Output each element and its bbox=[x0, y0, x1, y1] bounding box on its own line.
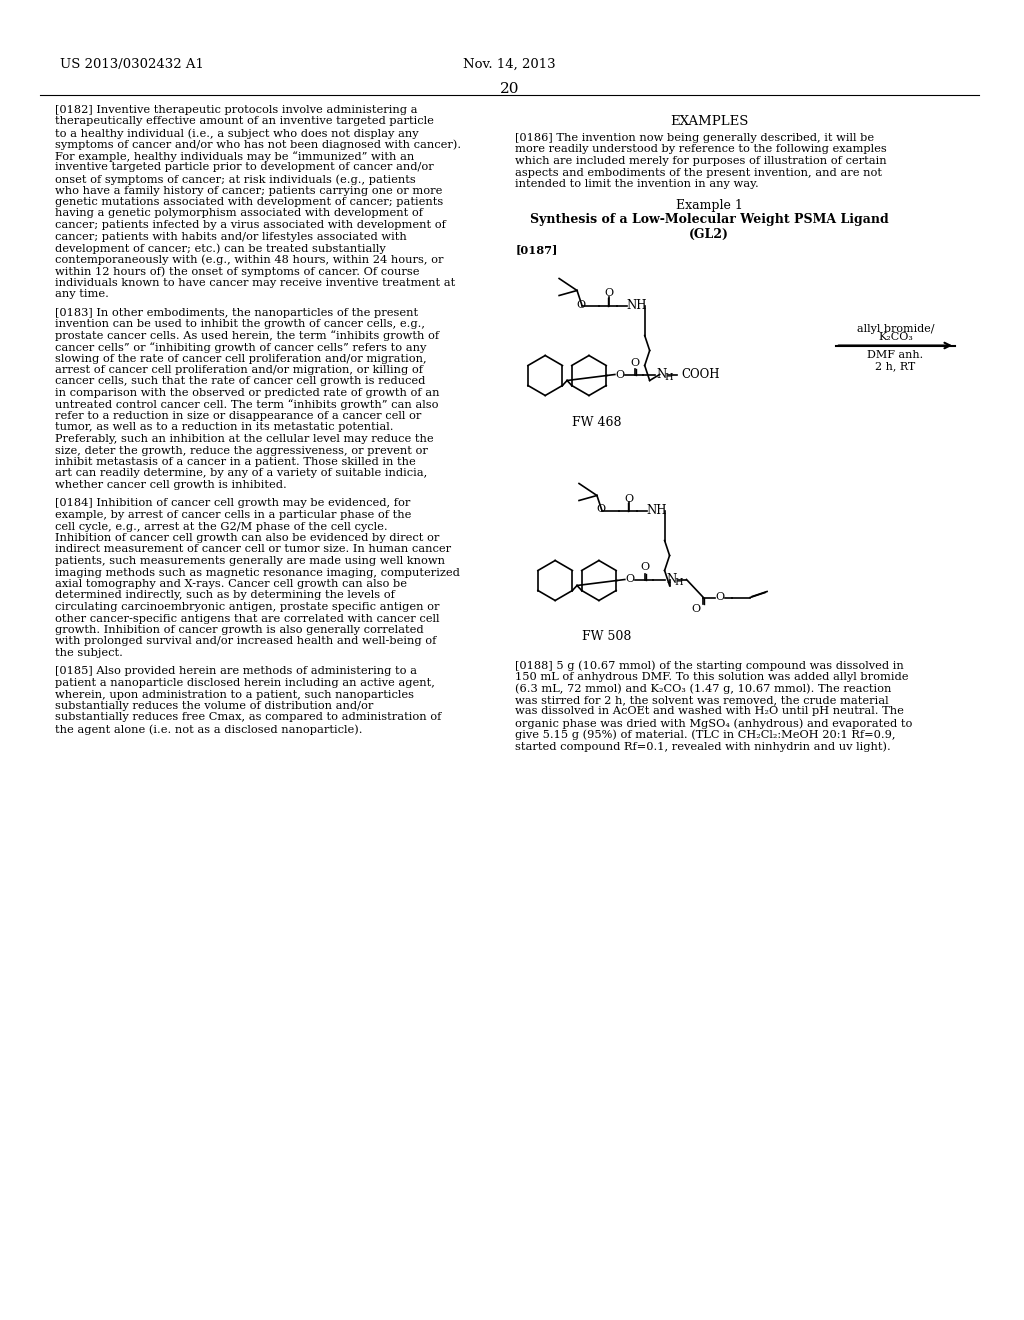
Text: cancer; patients infected by a virus associated with development of: cancer; patients infected by a virus ass… bbox=[54, 220, 445, 230]
Text: onset of symptoms of cancer; at risk individuals (e.g., patients: onset of symptoms of cancer; at risk ind… bbox=[54, 174, 416, 185]
Text: axial tomography and X-rays. Cancer cell growth can also be: axial tomography and X-rays. Cancer cell… bbox=[54, 579, 407, 589]
Text: arrest of cancer cell proliferation and/or migration, or killing of: arrest of cancer cell proliferation and/… bbox=[54, 366, 423, 375]
Text: having a genetic polymorphism associated with development of: having a genetic polymorphism associated… bbox=[54, 209, 423, 219]
Text: aspects and embodiments of the present invention, and are not: aspects and embodiments of the present i… bbox=[515, 168, 883, 177]
Text: which are included merely for purposes of illustration of certain: which are included merely for purposes o… bbox=[515, 156, 887, 166]
Text: slowing of the rate of cancer cell proliferation and/or migration,: slowing of the rate of cancer cell proli… bbox=[54, 354, 426, 363]
Text: K₂CO₃: K₂CO₃ bbox=[878, 333, 912, 342]
Text: to a healthy individual (i.e., a subject who does not display any: to a healthy individual (i.e., a subject… bbox=[54, 128, 419, 139]
Text: example, by arrest of cancer cells in a particular phase of the: example, by arrest of cancer cells in a … bbox=[54, 510, 411, 520]
Text: FW 508: FW 508 bbox=[583, 631, 632, 644]
Text: individuals known to have cancer may receive inventive treatment at: individuals known to have cancer may rec… bbox=[54, 277, 455, 288]
Text: Synthesis of a Low-Molecular Weight PSMA Ligand: Synthesis of a Low-Molecular Weight PSMA… bbox=[530, 214, 889, 227]
Text: 20: 20 bbox=[500, 82, 519, 96]
Text: O: O bbox=[577, 300, 586, 309]
Text: patients, such measurements generally are made using well known: patients, such measurements generally ar… bbox=[54, 556, 444, 566]
Text: within 12 hours of) the onset of symptoms of cancer. Of course: within 12 hours of) the onset of symptom… bbox=[54, 267, 419, 277]
Text: Inhibition of cancer cell growth can also be evidenced by direct or: Inhibition of cancer cell growth can als… bbox=[54, 533, 439, 543]
Text: O: O bbox=[604, 289, 613, 298]
Text: EXAMPLES: EXAMPLES bbox=[670, 115, 749, 128]
Text: O: O bbox=[692, 605, 701, 615]
Text: O: O bbox=[615, 370, 625, 380]
Text: [0185] Also provided herein are methods of administering to a: [0185] Also provided herein are methods … bbox=[54, 667, 417, 676]
Text: cancer cells” or “inhibiting growth of cancer cells” refers to any: cancer cells” or “inhibiting growth of c… bbox=[54, 342, 426, 352]
Text: prostate cancer cells. As used herein, the term “inhibits growth of: prostate cancer cells. As used herein, t… bbox=[54, 330, 439, 342]
Text: O: O bbox=[630, 358, 639, 367]
Text: For example, healthy individuals may be “immunized” with an: For example, healthy individuals may be … bbox=[54, 150, 414, 162]
Text: NH: NH bbox=[647, 504, 668, 517]
Text: with prolonged survival and/or increased health and well-being of: with prolonged survival and/or increased… bbox=[54, 636, 436, 647]
Text: N: N bbox=[667, 573, 677, 586]
Text: 150 mL of anhydrous DMF. To this solution was added allyl bromide: 150 mL of anhydrous DMF. To this solutio… bbox=[515, 672, 909, 682]
Text: contemporaneously with (e.g., within 48 hours, within 24 hours, or: contemporaneously with (e.g., within 48 … bbox=[54, 255, 443, 265]
Text: any time.: any time. bbox=[54, 289, 109, 300]
Text: O: O bbox=[626, 574, 634, 585]
Text: O: O bbox=[716, 593, 725, 602]
Text: genetic mutations associated with development of cancer; patients: genetic mutations associated with develo… bbox=[54, 197, 443, 207]
Text: give 5.15 g (95%) of material. (TLC in CH₂Cl₂:MeOH 20:1 Rf=0.9,: give 5.15 g (95%) of material. (TLC in C… bbox=[515, 730, 896, 741]
Text: FW 468: FW 468 bbox=[572, 416, 622, 429]
Text: [0183] In other embodiments, the nanoparticles of the present: [0183] In other embodiments, the nanopar… bbox=[54, 308, 418, 318]
Text: patient a nanoparticle disclosed herein including an active agent,: patient a nanoparticle disclosed herein … bbox=[54, 678, 434, 688]
Text: Example 1: Example 1 bbox=[676, 198, 742, 211]
Text: therapeutically effective amount of an inventive targeted particle: therapeutically effective amount of an i… bbox=[54, 116, 433, 127]
Text: substantially reduces free Cmax, as compared to administration of: substantially reduces free Cmax, as comp… bbox=[54, 713, 441, 722]
Text: the agent alone (i.e. not as a disclosed nanoparticle).: the agent alone (i.e. not as a disclosed… bbox=[54, 723, 362, 734]
Text: invention can be used to inhibit the growth of cancer cells, e.g.,: invention can be used to inhibit the gro… bbox=[54, 319, 425, 329]
Text: wherein, upon administration to a patient, such nanoparticles: wherein, upon administration to a patien… bbox=[54, 689, 414, 700]
Text: organic phase was dried with MgSO₄ (anhydrous) and evaporated to: organic phase was dried with MgSO₄ (anhy… bbox=[515, 718, 912, 729]
Text: [0186] The invention now being generally described, it will be: [0186] The invention now being generally… bbox=[515, 133, 874, 143]
Text: H: H bbox=[665, 374, 673, 381]
Text: who have a family history of cancer; patients carrying one or more: who have a family history of cancer; pat… bbox=[54, 186, 442, 195]
Text: NH: NH bbox=[627, 300, 647, 312]
Text: allyl bromide/: allyl bromide/ bbox=[857, 323, 934, 334]
Text: whether cancer cell growth is inhibited.: whether cancer cell growth is inhibited. bbox=[54, 480, 287, 490]
Text: circulating carcinoembryonic antigen, prostate specific antigen or: circulating carcinoembryonic antigen, pr… bbox=[54, 602, 439, 612]
Text: substantially reduces the volume of distribution and/or: substantially reduces the volume of dist… bbox=[54, 701, 373, 711]
Text: growth. Inhibition of cancer growth is also generally correlated: growth. Inhibition of cancer growth is a… bbox=[54, 624, 423, 635]
Text: O: O bbox=[596, 504, 605, 515]
Text: [0187]: [0187] bbox=[515, 244, 558, 256]
Text: started compound Rf=0.1, revealed with ninhydrin and uv light).: started compound Rf=0.1, revealed with n… bbox=[515, 741, 891, 751]
Text: cancer cells, such that the rate of cancer cell growth is reduced: cancer cells, such that the rate of canc… bbox=[54, 376, 425, 387]
Text: DMF anh.: DMF anh. bbox=[867, 351, 924, 360]
Text: size, deter the growth, reduce the aggressiveness, or prevent or: size, deter the growth, reduce the aggre… bbox=[54, 446, 428, 455]
Text: symptoms of cancer and/or who has not been diagnosed with cancer).: symptoms of cancer and/or who has not be… bbox=[54, 140, 461, 150]
Text: determined indirectly, such as by determining the levels of: determined indirectly, such as by determ… bbox=[54, 590, 394, 601]
Text: imaging methods such as magnetic resonance imaging, computerized: imaging methods such as magnetic resonan… bbox=[54, 568, 460, 578]
Text: O: O bbox=[625, 494, 633, 503]
Text: more readily understood by reference to the following examples: more readily understood by reference to … bbox=[515, 144, 887, 154]
Text: untreated control cancer cell. The term “inhibits growth” can also: untreated control cancer cell. The term … bbox=[54, 400, 438, 411]
Text: Nov. 14, 2013: Nov. 14, 2013 bbox=[463, 58, 556, 71]
Text: art can readily determine, by any of a variety of suitable indicia,: art can readily determine, by any of a v… bbox=[54, 469, 427, 479]
Text: H: H bbox=[675, 578, 683, 587]
Text: cell cycle, e.g., arrest at the G2/M phase of the cell cycle.: cell cycle, e.g., arrest at the G2/M pha… bbox=[54, 521, 387, 532]
Text: was dissolved in AcOEt and washed with H₂O until pH neutral. The: was dissolved in AcOEt and washed with H… bbox=[515, 706, 904, 717]
Text: (6.3 mL, 72 mmol) and K₂CO₃ (1.47 g, 10.67 mmol). The reaction: (6.3 mL, 72 mmol) and K₂CO₃ (1.47 g, 10.… bbox=[515, 684, 892, 694]
Text: was stirred for 2 h, the solvent was removed, the crude material: was stirred for 2 h, the solvent was rem… bbox=[515, 696, 889, 705]
Text: the subject.: the subject. bbox=[54, 648, 123, 657]
Text: Preferably, such an inhibition at the cellular level may reduce the: Preferably, such an inhibition at the ce… bbox=[54, 434, 433, 444]
Text: other cancer-specific antigens that are correlated with cancer cell: other cancer-specific antigens that are … bbox=[54, 614, 439, 623]
Text: N: N bbox=[656, 368, 667, 381]
Text: O: O bbox=[640, 562, 649, 573]
Text: [0182] Inventive therapeutic protocols involve administering a: [0182] Inventive therapeutic protocols i… bbox=[54, 106, 417, 115]
Text: US 2013/0302432 A1: US 2013/0302432 A1 bbox=[59, 58, 204, 71]
Text: intended to limit the invention in any way.: intended to limit the invention in any w… bbox=[515, 180, 759, 189]
Text: in comparison with the observed or predicted rate of growth of an: in comparison with the observed or predi… bbox=[54, 388, 439, 399]
Text: development of cancer; etc.) can be treated substantially: development of cancer; etc.) can be trea… bbox=[54, 243, 385, 253]
Text: refer to a reduction in size or disappearance of a cancer cell or: refer to a reduction in size or disappea… bbox=[54, 411, 421, 421]
Text: inventive targeted particle prior to development of cancer and/or: inventive targeted particle prior to dev… bbox=[54, 162, 433, 173]
Text: (GL2): (GL2) bbox=[689, 227, 729, 240]
Text: [0184] Inhibition of cancer cell growth may be evidenced, for: [0184] Inhibition of cancer cell growth … bbox=[54, 499, 410, 508]
Text: COOH: COOH bbox=[682, 368, 720, 381]
Text: [0188] 5 g (10.67 mmol) of the starting compound was dissolved in: [0188] 5 g (10.67 mmol) of the starting … bbox=[515, 660, 904, 671]
Text: indirect measurement of cancer cell or tumor size. In human cancer: indirect measurement of cancer cell or t… bbox=[54, 544, 451, 554]
Text: 2 h, RT: 2 h, RT bbox=[876, 362, 915, 371]
Text: tumor, as well as to a reduction in its metastatic potential.: tumor, as well as to a reduction in its … bbox=[54, 422, 393, 433]
Text: cancer; patients with habits and/or lifestyles associated with: cancer; patients with habits and/or life… bbox=[54, 231, 407, 242]
Text: inhibit metastasis of a cancer in a patient. Those skilled in the: inhibit metastasis of a cancer in a pati… bbox=[54, 457, 416, 467]
